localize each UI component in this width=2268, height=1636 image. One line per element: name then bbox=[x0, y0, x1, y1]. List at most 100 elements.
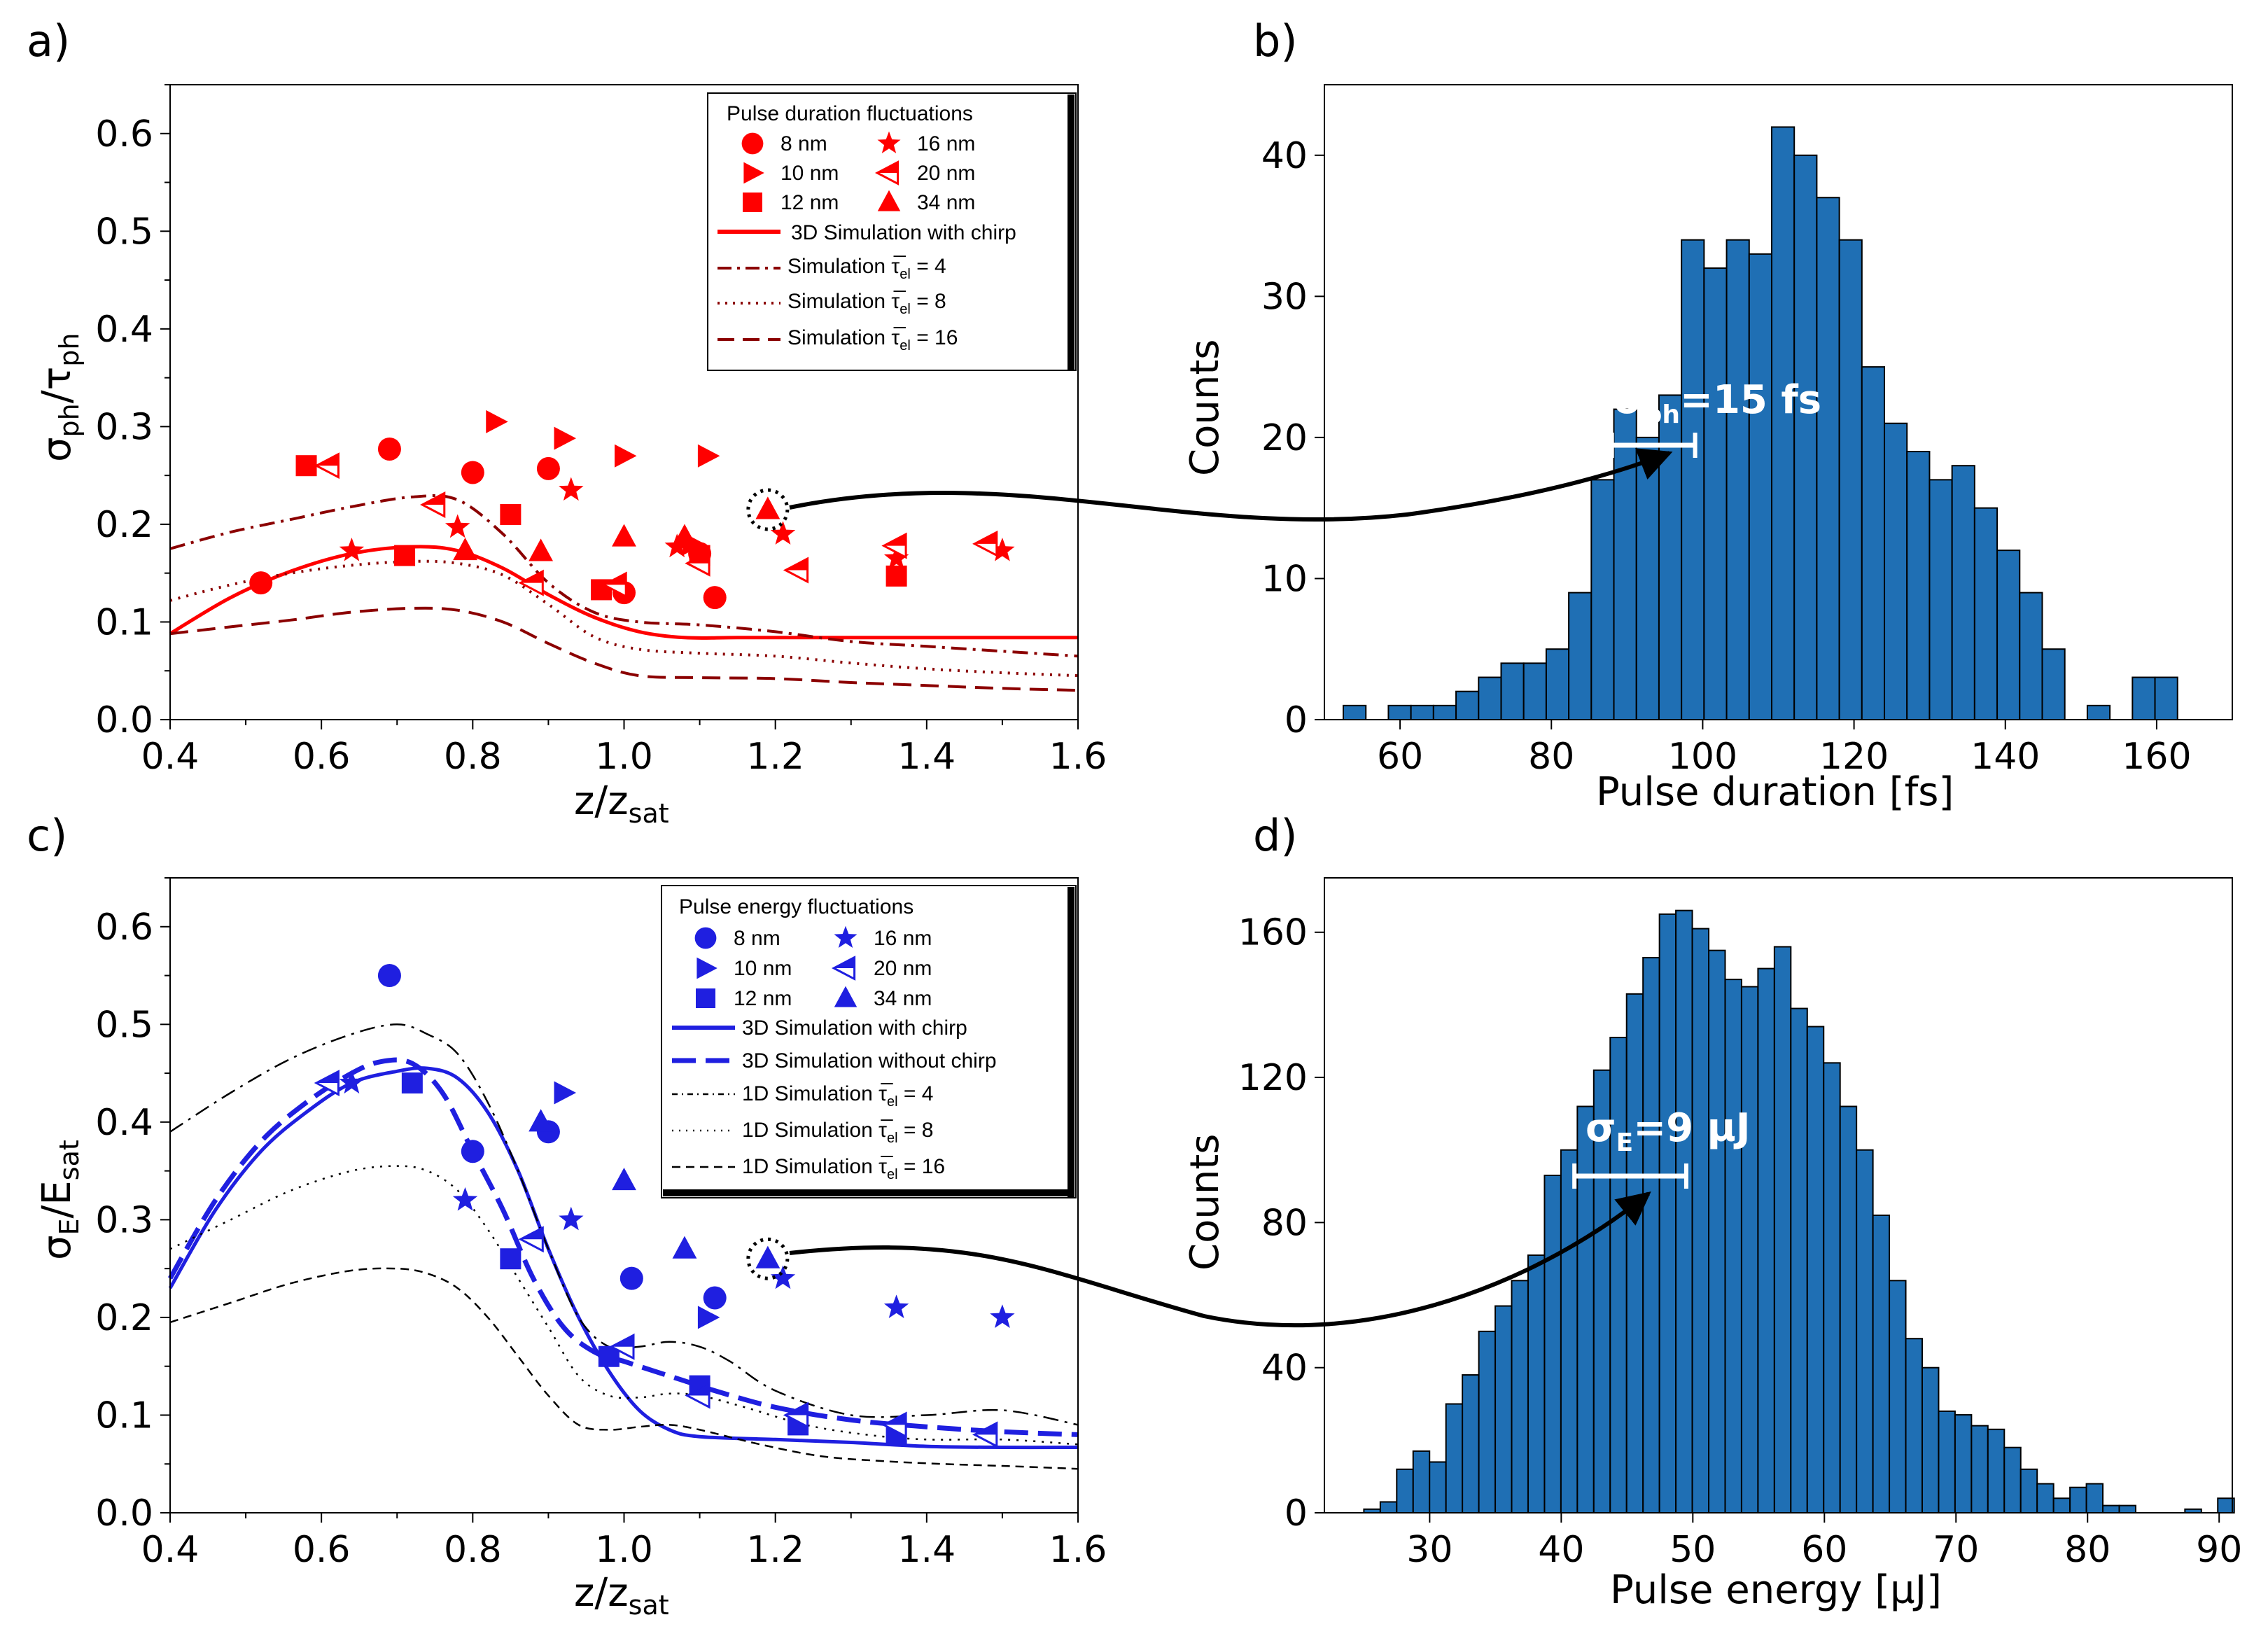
y-tick-label-d-120: 120 bbox=[1238, 1057, 1308, 1099]
legend-label-c-10-nm: 10 nm bbox=[734, 957, 792, 980]
hist-bar-d-44 bbox=[2087, 1484, 2103, 1513]
legend-marker-a-8-nm bbox=[742, 133, 764, 155]
x-axis-label-c: z/zsat bbox=[574, 1570, 669, 1621]
legend-title-a: Pulse duration fluctuations bbox=[727, 102, 973, 125]
point-a-16-nm-4 bbox=[771, 521, 795, 545]
hist-bar-d-18 bbox=[1660, 914, 1676, 1513]
hist-bar-b-36 bbox=[2155, 678, 2178, 720]
hist-bar-d-43 bbox=[2070, 1488, 2086, 1513]
point-c-34-nm-1 bbox=[612, 1168, 636, 1190]
point-a-34-nm-4 bbox=[755, 496, 780, 519]
figure: a) b) c) d) 0.4 0.6 0.8 1.0 1.2 1.4 1.60.00.10… bbox=[0, 0, 2268, 1636]
x-tick-label-a-0-6: 0.6 bbox=[293, 736, 351, 778]
x-tick-label-a-0-8: 0.8 bbox=[444, 736, 502, 778]
y-tick-label-d-0: 0 bbox=[1284, 1492, 1308, 1534]
hist-bar-b-2 bbox=[1388, 706, 1410, 720]
hist-bar-b-27 bbox=[1952, 466, 1975, 720]
panel-d: 30 40 50 60 70 80 9004080120160 Pulse energy [… bbox=[1182, 878, 2242, 1613]
x-tick-label-a-1-0: 1.0 bbox=[595, 736, 653, 778]
point-a-20-nm-5 bbox=[785, 559, 808, 582]
legend-entry-c-3d-nochirp: 3D Simulation without chirp bbox=[742, 1049, 997, 1072]
legend-label-c-16-nm: 16 nm bbox=[874, 927, 932, 950]
point-a-12-nm-1 bbox=[394, 545, 415, 566]
hist-bar-b-29 bbox=[1997, 550, 2019, 720]
legend-label-a-10-nm: 10 nm bbox=[780, 162, 839, 185]
point-c-8-nm-0 bbox=[378, 964, 401, 987]
legend-label-a-34-nm: 34 nm bbox=[917, 191, 975, 214]
hist-bar-b-18 bbox=[1749, 254, 1772, 720]
hist-bar-d-32 bbox=[1889, 1280, 1905, 1513]
point-a-8-nm-1 bbox=[378, 438, 401, 461]
y-tick-label-d-40: 40 bbox=[1261, 1348, 1308, 1390]
point-c-34-nm-3 bbox=[755, 1246, 780, 1268]
point-a-34-nm-1 bbox=[528, 538, 553, 561]
hist-bar-b-21 bbox=[1816, 197, 1839, 720]
hist-bar-d-23 bbox=[1742, 986, 1758, 1513]
hist-bar-d-45 bbox=[2103, 1506, 2119, 1513]
hist-bar-d-6 bbox=[1462, 1375, 1478, 1513]
hist-bar-b-4 bbox=[1434, 706, 1456, 720]
point-c-8-nm-1 bbox=[461, 1140, 484, 1163]
legend-title-c: Pulse energy fluctuations bbox=[679, 895, 913, 918]
y-tick-label-c-0-1: 0.1 bbox=[95, 1394, 153, 1436]
point-a-34-nm-3 bbox=[673, 524, 697, 546]
hist-bar-d-30 bbox=[1856, 1150, 1872, 1513]
hist-bar-d-3 bbox=[1413, 1451, 1429, 1513]
y-tick-label-a-0-3: 0.3 bbox=[95, 406, 153, 448]
legend-label-c-20-nm: 20 nm bbox=[874, 957, 932, 980]
hist-bar-d-4 bbox=[1429, 1462, 1446, 1513]
hist-bar-d-40 bbox=[2021, 1469, 2037, 1513]
hist-bar-b-8 bbox=[1524, 663, 1546, 720]
x-tick-label-b-60: 60 bbox=[1377, 736, 1423, 778]
hist-bar-d-31 bbox=[1873, 1215, 1889, 1513]
sigma-annotation-b: σph=15 fs bbox=[1614, 377, 1821, 429]
hist-bar-d-46 bbox=[2119, 1506, 2135, 1513]
y-tick-label-c-0-0: 0.0 bbox=[95, 1492, 153, 1534]
x-tick-label-b-160: 160 bbox=[2122, 736, 2191, 778]
x-tick-label-c-0-6: 0.6 bbox=[293, 1529, 351, 1571]
hist-bar-d-8 bbox=[1495, 1306, 1511, 1513]
y-tick-label-d-80: 80 bbox=[1261, 1202, 1308, 1244]
point-c-8-nm-4 bbox=[704, 1287, 727, 1310]
hist-bar-d-42 bbox=[2054, 1498, 2070, 1513]
legend-label-a-8-nm: 8 nm bbox=[780, 132, 827, 155]
hist-bar-b-25 bbox=[1907, 452, 1929, 720]
point-a-8-nm-3 bbox=[537, 457, 560, 480]
point-a-8-nm-5 bbox=[704, 586, 727, 609]
point-a-10-nm-2 bbox=[615, 445, 637, 468]
hist-bar-d-13 bbox=[1577, 1107, 1593, 1513]
legend-label-c-34-nm: 34 nm bbox=[874, 987, 932, 1010]
hist-bar-d-21 bbox=[1709, 951, 1725, 1513]
hist-bar-d-17 bbox=[1643, 958, 1659, 1513]
hist-bar-d-16 bbox=[1627, 994, 1643, 1513]
hist-bar-b-15 bbox=[1681, 240, 1704, 720]
legend-entry-c-3d-chirp: 3D Simulation with chirp bbox=[742, 1016, 967, 1040]
y-axis-label-d: Counts bbox=[1182, 1134, 1228, 1271]
point-a-20-nm-0 bbox=[316, 454, 339, 477]
x-axis-label-b: Pulse duration [fs] bbox=[1596, 769, 1954, 815]
point-c-16-nm-5 bbox=[990, 1304, 1014, 1328]
point-a-12-nm-2 bbox=[500, 504, 521, 525]
panel-label-c: c) bbox=[27, 810, 67, 861]
panel-b: 60 80 100 120 140 160010203040 Pulse duration… bbox=[1182, 85, 2268, 815]
point-a-20-nm-7 bbox=[974, 532, 997, 555]
point-c-12-nm-1 bbox=[500, 1248, 521, 1269]
hist-bar-b-33 bbox=[2087, 706, 2110, 720]
hist-bar-d-2 bbox=[1396, 1469, 1413, 1513]
y-tick-label-b-0: 0 bbox=[1284, 699, 1308, 741]
hist-bar-d-26 bbox=[1791, 1009, 1807, 1513]
y-tick-label-b-10: 10 bbox=[1261, 558, 1308, 600]
sigma-annotation-d: σE=9 µJ bbox=[1586, 1105, 1751, 1157]
legend-label-a-20-nm: 20 nm bbox=[917, 162, 975, 185]
hist-bar-d-27 bbox=[1807, 1026, 1823, 1513]
x-tick-label-c-1-4: 1.4 bbox=[897, 1529, 955, 1571]
y-tick-label-c-0-3: 0.3 bbox=[95, 1199, 153, 1241]
point-a-12-nm-0 bbox=[296, 455, 317, 476]
point-c-16-nm-1 bbox=[453, 1187, 477, 1211]
x-tick-label-d-90: 90 bbox=[2196, 1529, 2242, 1571]
y-axis-label-b: Counts bbox=[1182, 340, 1228, 476]
x-tick-label-a-0-4: 0.4 bbox=[141, 736, 200, 778]
point-c-16-nm-2 bbox=[559, 1207, 583, 1231]
y-tick-label-d-160: 160 bbox=[1238, 912, 1308, 954]
legend-label-a-12-nm: 12 nm bbox=[780, 191, 839, 214]
